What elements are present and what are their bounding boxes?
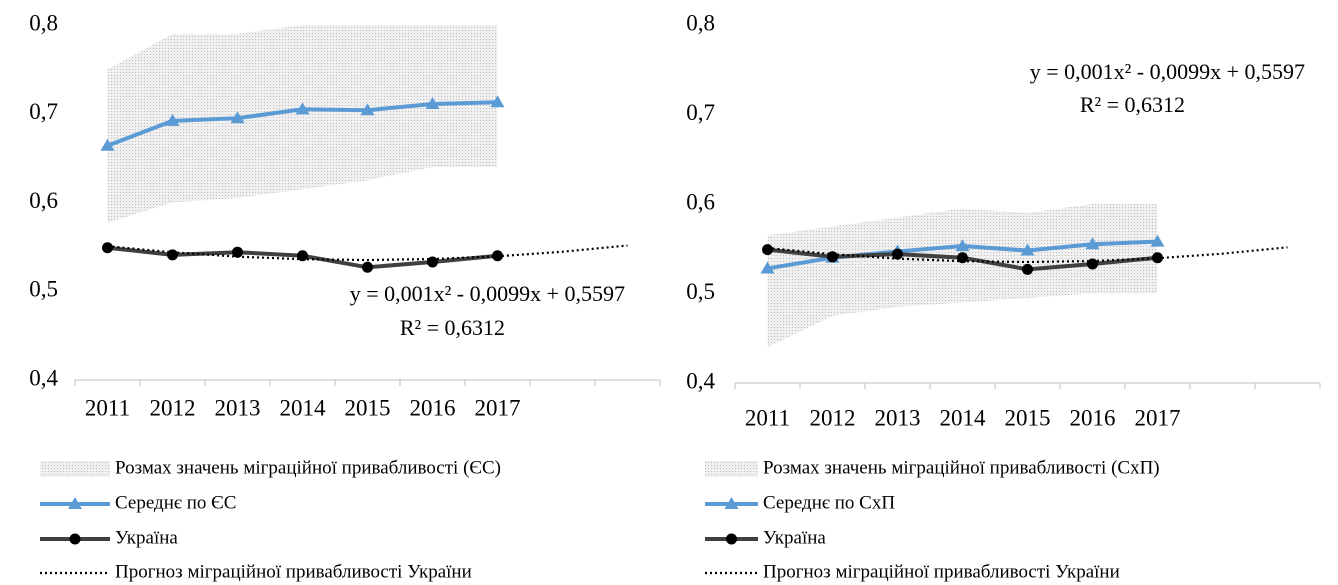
x-tick-label: 2012 bbox=[150, 395, 196, 420]
y-tick-label: 0,8 bbox=[29, 10, 58, 35]
marker bbox=[1085, 237, 1100, 250]
x-tick-label: 2013 bbox=[215, 395, 261, 420]
marker bbox=[100, 138, 115, 151]
x-tick-label: 2013 bbox=[875, 405, 921, 430]
trend-r2: R² = 0,6312 bbox=[1080, 92, 1185, 117]
y-tick-label: 0,6 bbox=[686, 189, 715, 214]
legend-label: Україна bbox=[115, 527, 178, 548]
y-tick-label: 0,7 bbox=[29, 99, 58, 124]
legend-label: Середнє по СхП bbox=[763, 492, 895, 513]
x-tick-label: 2015 bbox=[1005, 405, 1051, 430]
marker bbox=[892, 248, 903, 260]
marker bbox=[230, 111, 245, 124]
x-tick-label: 2016 bbox=[1070, 405, 1116, 430]
marker bbox=[1020, 243, 1035, 256]
x-tick-label: 2014 bbox=[280, 395, 327, 420]
x-tick-label: 2015 bbox=[345, 395, 391, 420]
marker bbox=[360, 103, 375, 116]
x-tick-label: 2012 bbox=[810, 405, 856, 430]
legend-label: Прогноз міграційної привабливості Україн… bbox=[763, 561, 1120, 582]
range-band bbox=[107, 25, 498, 223]
legend-marker bbox=[724, 497, 739, 509]
legend-label: Україна bbox=[763, 527, 826, 548]
legend-swatch bbox=[40, 461, 110, 477]
marker bbox=[1022, 263, 1033, 275]
marker bbox=[232, 246, 243, 258]
x-tick-label: 2017 bbox=[1135, 405, 1181, 430]
y-tick-label: 0,4 bbox=[686, 368, 715, 393]
plot: 0,4 0,5 0,6 0,7 0,8 2011 2012 2013 2014 2015 2016 2… bbox=[686, 10, 1321, 582]
forecast-line bbox=[107, 244, 628, 262]
marker bbox=[957, 252, 968, 264]
y-tick-label: 0,5 bbox=[686, 279, 715, 304]
marker bbox=[165, 113, 180, 126]
forecast-line bbox=[767, 246, 1288, 264]
legend-marker bbox=[69, 533, 81, 545]
legend-label: Розмах значень міграційної привабливості… bbox=[763, 457, 1160, 478]
marker bbox=[1087, 258, 1098, 270]
y-tick-label: 0,7 bbox=[686, 100, 715, 125]
marker bbox=[490, 95, 505, 108]
marker bbox=[427, 256, 438, 268]
legend-label: Середнє по ЄС bbox=[115, 492, 236, 513]
marker bbox=[295, 102, 310, 115]
trend-equation: y = 0,001x² - 0,0099x + 0,5597 bbox=[1030, 59, 1305, 84]
marker bbox=[827, 251, 838, 263]
trend-r2: R² = 0,6312 bbox=[400, 315, 505, 340]
x-tick-label: 2014 bbox=[940, 405, 987, 430]
marker bbox=[760, 261, 775, 274]
legend-label: Прогноз міграційної привабливості Україн… bbox=[115, 561, 472, 582]
legend-label: Розмах значень міграційної привабливості… bbox=[115, 457, 501, 478]
marker bbox=[955, 239, 970, 252]
y-tick-label: 0,4 bbox=[29, 365, 58, 390]
trend-equation: y = 0,001x² - 0,0099x + 0,5597 bbox=[350, 281, 625, 306]
marker bbox=[425, 96, 440, 109]
marker bbox=[1150, 234, 1165, 247]
marker bbox=[167, 249, 178, 261]
x-tick-label: 2011 bbox=[85, 395, 130, 420]
legend-marker bbox=[68, 497, 82, 509]
x-tick-label: 2016 bbox=[410, 395, 456, 420]
range-band bbox=[767, 204, 1158, 348]
plot: 0,4 0,5 0,6 0,7 0,8 2011 2012 2013 2014 2015 2016 2… bbox=[29, 10, 661, 582]
y-tick-label: 0,5 bbox=[29, 277, 58, 302]
marker bbox=[297, 250, 308, 262]
legend-marker bbox=[726, 533, 737, 545]
x-tick-label: 2011 bbox=[745, 405, 790, 430]
y-tick-label: 0,6 bbox=[29, 188, 58, 213]
marker bbox=[362, 261, 373, 273]
x-tick-label: 2017 bbox=[475, 395, 521, 420]
legend-swatch bbox=[705, 461, 758, 477]
y-tick-label: 0,8 bbox=[686, 10, 715, 35]
marker bbox=[762, 244, 773, 256]
marker bbox=[102, 242, 113, 254]
